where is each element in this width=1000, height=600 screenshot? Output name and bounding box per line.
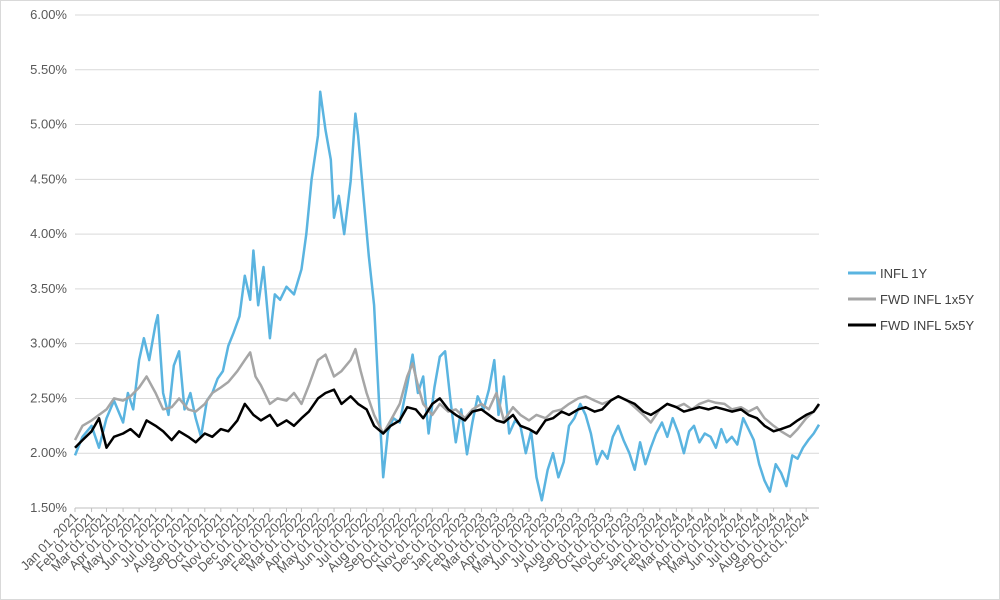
y-tick-label: 3.00% — [30, 336, 67, 351]
legend-label-fwd-infl-1x5y: FWD INFL 1x5Y — [880, 292, 974, 307]
y-tick-label: 5.00% — [30, 117, 67, 132]
y-tick-label: 3.50% — [30, 281, 67, 296]
y-tick-label: 2.50% — [30, 390, 67, 405]
y-tick-label: 4.50% — [30, 171, 67, 186]
y-tick-label: 1.50% — [30, 500, 67, 515]
y-tick-label: 6.00% — [30, 7, 67, 22]
y-tick-label: 5.50% — [30, 62, 67, 77]
legend-label-fwd-infl-5x5y: FWD INFL 5x5Y — [880, 318, 974, 333]
series-line-infl-1y — [73, 90, 821, 502]
y-tick-label: 4.00% — [30, 226, 67, 241]
gridlines — [75, 14, 819, 509]
legend-label-infl-1y: INFL 1Y — [880, 266, 928, 281]
y-axis-ticks: 1.50% 2.00% 2.50% 3.00% 3.50% 4.00% 4.50% 5.00%… — [30, 7, 67, 515]
series-lines — [73, 90, 821, 502]
legend: INFL 1Y FWD INFL 1x5Y FWD INFL 5x5Y — [848, 266, 974, 333]
y-tick-label: 2.00% — [30, 445, 67, 460]
series-line-fwd-infl-5x5y — [74, 388, 821, 449]
